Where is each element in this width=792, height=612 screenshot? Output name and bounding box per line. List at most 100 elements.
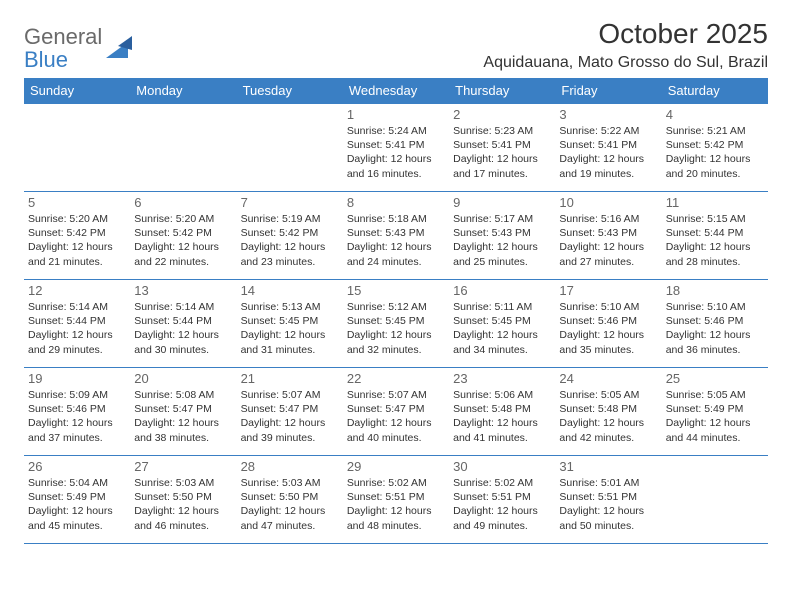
cell-line-dl2: and 44 minutes.: [666, 431, 764, 445]
calendar-cell: 26Sunrise: 5:04 AMSunset: 5:49 PMDayligh…: [24, 456, 130, 544]
cell-line-sr: Sunrise: 5:13 AM: [241, 300, 339, 314]
cell-line-sr: Sunrise: 5:03 AM: [134, 476, 232, 490]
logo-word2: Blue: [24, 47, 68, 72]
cell-line-dl1: Daylight: 12 hours: [28, 328, 126, 342]
weekday-header: Monday: [130, 78, 236, 104]
cell-line-dl2: and 46 minutes.: [134, 519, 232, 533]
day-number: 17: [559, 283, 657, 298]
calendar-cell: 2Sunrise: 5:23 AMSunset: 5:41 PMDaylight…: [449, 104, 555, 192]
cell-line-ss: Sunset: 5:46 PM: [28, 402, 126, 416]
calendar-cell: 19Sunrise: 5:09 AMSunset: 5:46 PMDayligh…: [24, 368, 130, 456]
calendar-cell: 7Sunrise: 5:19 AMSunset: 5:42 PMDaylight…: [237, 192, 343, 280]
day-number: 5: [28, 195, 126, 210]
cell-line-ss: Sunset: 5:51 PM: [347, 490, 445, 504]
cell-line-dl1: Daylight: 12 hours: [666, 328, 764, 342]
cell-line-sr: Sunrise: 5:03 AM: [241, 476, 339, 490]
day-number: 7: [241, 195, 339, 210]
day-number: 6: [134, 195, 232, 210]
cell-line-dl1: Daylight: 12 hours: [347, 504, 445, 518]
month-title: October 2025: [483, 18, 768, 50]
cell-line-ss: Sunset: 5:41 PM: [559, 138, 657, 152]
calendar-cell: 3Sunrise: 5:22 AMSunset: 5:41 PMDaylight…: [555, 104, 661, 192]
cell-line-ss: Sunset: 5:50 PM: [134, 490, 232, 504]
cell-line-dl1: Daylight: 12 hours: [28, 416, 126, 430]
day-number: 12: [28, 283, 126, 298]
calendar-cell: 5Sunrise: 5:20 AMSunset: 5:42 PMDaylight…: [24, 192, 130, 280]
cell-line-ss: Sunset: 5:51 PM: [453, 490, 551, 504]
cell-line-ss: Sunset: 5:42 PM: [134, 226, 232, 240]
cell-line-dl1: Daylight: 12 hours: [241, 240, 339, 254]
logo-mark-icon: [106, 36, 134, 58]
weekday-header-row: Sunday Monday Tuesday Wednesday Thursday…: [24, 78, 768, 104]
day-number: 29: [347, 459, 445, 474]
page: General Blue October 2025 Aquidauana, Ma…: [0, 0, 792, 544]
day-number: 11: [666, 195, 764, 210]
calendar-row: 26Sunrise: 5:04 AMSunset: 5:49 PMDayligh…: [24, 456, 768, 544]
cell-line-dl2: and 24 minutes.: [347, 255, 445, 269]
cell-line-dl1: Daylight: 12 hours: [241, 328, 339, 342]
cell-line-sr: Sunrise: 5:18 AM: [347, 212, 445, 226]
weekday-header: Friday: [555, 78, 661, 104]
cell-line-dl2: and 22 minutes.: [134, 255, 232, 269]
calendar-cell: 23Sunrise: 5:06 AMSunset: 5:48 PMDayligh…: [449, 368, 555, 456]
calendar-cell: 29Sunrise: 5:02 AMSunset: 5:51 PMDayligh…: [343, 456, 449, 544]
cell-line-ss: Sunset: 5:51 PM: [559, 490, 657, 504]
weekday-header: Thursday: [449, 78, 555, 104]
cell-line-dl1: Daylight: 12 hours: [453, 152, 551, 166]
calendar-row: 5Sunrise: 5:20 AMSunset: 5:42 PMDaylight…: [24, 192, 768, 280]
cell-line-dl2: and 36 minutes.: [666, 343, 764, 357]
calendar-cell: 14Sunrise: 5:13 AMSunset: 5:45 PMDayligh…: [237, 280, 343, 368]
cell-line-sr: Sunrise: 5:07 AM: [347, 388, 445, 402]
cell-line-dl2: and 37 minutes.: [28, 431, 126, 445]
calendar-cell: 12Sunrise: 5:14 AMSunset: 5:44 PMDayligh…: [24, 280, 130, 368]
cell-line-sr: Sunrise: 5:06 AM: [453, 388, 551, 402]
cell-line-sr: Sunrise: 5:15 AM: [666, 212, 764, 226]
cell-line-sr: Sunrise: 5:08 AM: [134, 388, 232, 402]
cell-line-ss: Sunset: 5:43 PM: [453, 226, 551, 240]
location: Aquidauana, Mato Grosso do Sul, Brazil: [483, 54, 768, 72]
day-number: 15: [347, 283, 445, 298]
calendar-table: Sunday Monday Tuesday Wednesday Thursday…: [24, 78, 768, 544]
cell-line-dl2: and 29 minutes.: [28, 343, 126, 357]
cell-line-sr: Sunrise: 5:14 AM: [134, 300, 232, 314]
cell-line-dl1: Daylight: 12 hours: [241, 504, 339, 518]
cell-line-sr: Sunrise: 5:02 AM: [453, 476, 551, 490]
cell-line-dl2: and 30 minutes.: [134, 343, 232, 357]
cell-line-ss: Sunset: 5:43 PM: [347, 226, 445, 240]
day-number: 22: [347, 371, 445, 386]
cell-line-dl2: and 31 minutes.: [241, 343, 339, 357]
cell-line-sr: Sunrise: 5:11 AM: [453, 300, 551, 314]
cell-line-sr: Sunrise: 5:22 AM: [559, 124, 657, 138]
day-number: 9: [453, 195, 551, 210]
cell-line-dl1: Daylight: 12 hours: [241, 416, 339, 430]
cell-line-dl2: and 21 minutes.: [28, 255, 126, 269]
calendar-cell: 10Sunrise: 5:16 AMSunset: 5:43 PMDayligh…: [555, 192, 661, 280]
cell-line-dl2: and 42 minutes.: [559, 431, 657, 445]
cell-line-dl1: Daylight: 12 hours: [134, 240, 232, 254]
cell-line-dl2: and 45 minutes.: [28, 519, 126, 533]
calendar-cell: 27Sunrise: 5:03 AMSunset: 5:50 PMDayligh…: [130, 456, 236, 544]
cell-line-dl1: Daylight: 12 hours: [347, 328, 445, 342]
calendar-cell: 16Sunrise: 5:11 AMSunset: 5:45 PMDayligh…: [449, 280, 555, 368]
day-number: 26: [28, 459, 126, 474]
calendar-cell: 21Sunrise: 5:07 AMSunset: 5:47 PMDayligh…: [237, 368, 343, 456]
day-number: 16: [453, 283, 551, 298]
calendar-cell: [237, 104, 343, 192]
cell-line-dl1: Daylight: 12 hours: [347, 240, 445, 254]
cell-line-dl1: Daylight: 12 hours: [347, 152, 445, 166]
cell-line-sr: Sunrise: 5:10 AM: [559, 300, 657, 314]
cell-line-sr: Sunrise: 5:23 AM: [453, 124, 551, 138]
cell-line-dl2: and 17 minutes.: [453, 167, 551, 181]
cell-line-sr: Sunrise: 5:04 AM: [28, 476, 126, 490]
cell-line-dl2: and 32 minutes.: [347, 343, 445, 357]
calendar-cell: [662, 456, 768, 544]
logo-word1: General: [24, 24, 102, 49]
cell-line-sr: Sunrise: 5:20 AM: [28, 212, 126, 226]
cell-line-dl1: Daylight: 12 hours: [559, 152, 657, 166]
calendar-cell: 13Sunrise: 5:14 AMSunset: 5:44 PMDayligh…: [130, 280, 236, 368]
cell-line-dl2: and 34 minutes.: [453, 343, 551, 357]
cell-line-sr: Sunrise: 5:09 AM: [28, 388, 126, 402]
calendar-cell: 22Sunrise: 5:07 AMSunset: 5:47 PMDayligh…: [343, 368, 449, 456]
cell-line-dl1: Daylight: 12 hours: [559, 240, 657, 254]
day-number: 23: [453, 371, 551, 386]
